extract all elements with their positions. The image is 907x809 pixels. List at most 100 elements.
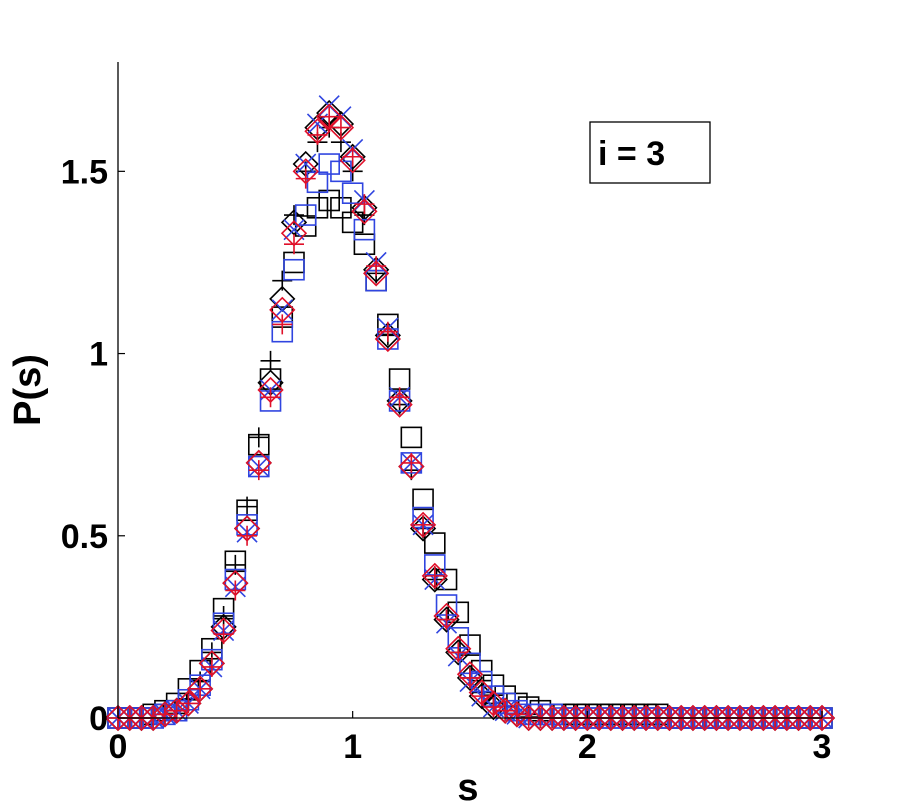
data-point [424,565,445,586]
data-point [621,704,648,732]
data-point [272,314,293,335]
data-point [715,704,742,732]
x-tick-label: 3 [813,728,832,766]
data-point [237,496,258,517]
data-point [330,117,351,138]
data-point [327,114,355,141]
data-point [445,635,472,662]
x-ticks: 0 1 2 3 [109,711,832,766]
data-point [515,704,542,732]
data-point [260,350,281,371]
data-point [342,146,363,167]
data-point [283,219,305,241]
x-tick-label: 0 [109,728,128,766]
data-point [483,697,504,718]
data-point [668,704,695,732]
x-tick-label: 2 [578,728,597,766]
data-point [128,704,155,732]
y-axis-label: P(s) [7,354,49,426]
data-point [104,704,132,732]
data-point [318,153,341,175]
data-point [808,704,836,732]
y-tick-label: 0.5 [61,518,108,556]
data-point [374,325,401,353]
data-point [140,704,167,732]
data-point [260,387,281,408]
y-tick-label: 0 [89,700,108,738]
data-point [190,678,211,699]
y-tick-label: 1 [89,336,108,374]
data-point [248,427,269,448]
y-tick-label: 1.5 [61,153,108,191]
data-point [412,488,434,511]
data-point [339,143,366,170]
data-point [562,704,589,732]
data-point [318,189,341,212]
data-point [539,704,566,732]
data-point [295,153,317,175]
data-point [400,426,423,449]
data-point [797,704,824,732]
data-point [389,387,410,408]
data-point [409,511,437,538]
data-point [353,233,376,256]
data-point [366,256,387,277]
data-point [413,514,434,535]
data-point [151,701,179,728]
data-point [351,198,378,225]
data-point [401,452,422,473]
data-point [304,118,331,145]
data-point [330,196,352,219]
data-point [459,634,481,656]
data-point [448,642,469,663]
data-point [726,704,753,732]
data-point [237,525,258,546]
data-point [679,704,707,732]
data-point [574,704,601,732]
data-point [527,704,554,732]
data-point [269,296,296,323]
data-point [353,218,376,241]
data-point [460,667,480,688]
data-point [295,168,316,189]
data-point [423,532,446,554]
data-point [506,704,527,725]
data-point [354,194,375,215]
data-point [644,704,671,732]
data-point [363,260,390,287]
data-point [388,368,411,390]
x-axis-label: s [457,767,478,809]
data-point [421,562,448,589]
annotation-frame [589,121,711,184]
data-point [294,204,317,226]
data-point [398,453,425,480]
data-point [198,650,225,677]
data-point [210,617,237,644]
data-point [785,704,812,732]
data-point [447,601,470,624]
data-point [456,661,484,688]
data-point [271,299,293,321]
data-point [294,215,317,237]
data-point [280,220,308,247]
data-point [761,704,789,732]
data-markers [104,95,836,732]
data-point [691,704,718,732]
data-point [597,704,624,732]
data-point [116,704,143,732]
data-point [163,697,190,724]
data-point [222,570,249,597]
data-point [213,624,234,645]
data-point [245,449,272,477]
data-point [319,106,340,127]
data-point [225,580,246,601]
data-point [386,391,413,418]
data-point [154,704,175,725]
data-point [632,704,660,732]
data-point [175,690,202,717]
data-point [233,515,261,542]
data-point [377,321,398,342]
data-point [341,182,364,204]
data-point [283,258,305,281]
data-point [201,656,222,677]
